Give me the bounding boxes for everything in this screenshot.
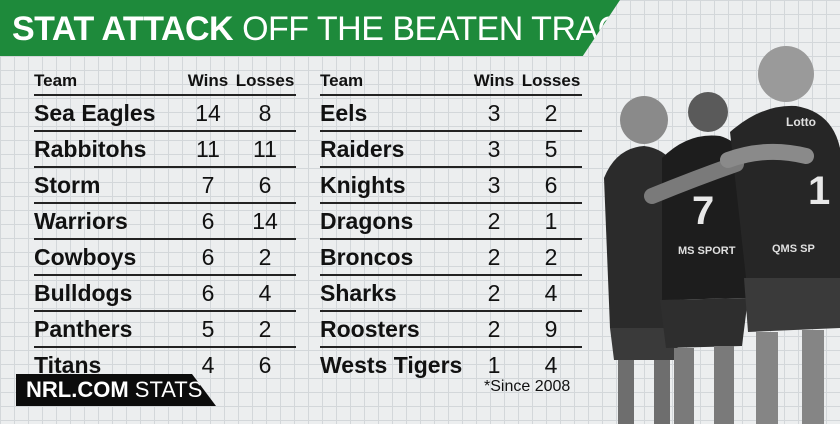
table-row: Dragons 2 1 xyxy=(320,202,582,238)
losses-value: 11 xyxy=(253,135,277,162)
losses-value: 6 xyxy=(258,351,272,378)
losses-value: 1 xyxy=(544,207,558,234)
brand-light: STATS xyxy=(134,377,203,402)
losses-value: 4 xyxy=(544,279,558,306)
brand-bold: NRL.COM xyxy=(26,377,129,402)
title-light: OFF THE BEATEN TRACK xyxy=(242,10,644,48)
table-row: Broncos 2 2 xyxy=(320,238,582,274)
wins-value: 4 xyxy=(201,351,215,378)
jersey-number-front: 7 xyxy=(692,189,714,233)
team-name: Warriors xyxy=(34,207,128,234)
table-row: Storm 7 6 xyxy=(34,166,296,202)
col-team-header: Team xyxy=(34,71,78,90)
losses-value: 2 xyxy=(258,243,272,270)
team-name: Dragons xyxy=(320,207,414,234)
title-banner: STAT ATTACK OFF THE BEATEN TRACK xyxy=(0,0,620,56)
table-row: Sea Eagles 14 8 xyxy=(34,94,296,130)
team-name: Roosters xyxy=(320,315,420,342)
table-row: Knights 3 6 xyxy=(320,166,582,202)
page-title: STAT ATTACK OFF THE BEATEN TRACK xyxy=(12,9,644,49)
team-name: Knights xyxy=(320,171,406,198)
col-wins-header: Wins xyxy=(473,71,515,90)
stats-table-left: Team Wins Losses Sea Eagles 14 8 Rabbito… xyxy=(34,68,296,382)
title-bold: STAT ATTACK xyxy=(12,10,234,48)
wins-value: 7 xyxy=(201,171,215,198)
wins-value: 3 xyxy=(487,99,501,126)
team-name: Sea Eagles xyxy=(34,99,156,126)
losses-value: 4 xyxy=(258,279,272,306)
losses-value: 4 xyxy=(544,351,558,378)
losses-value: 8 xyxy=(258,99,272,126)
team-name: Titans xyxy=(34,351,102,378)
team-name: Wests Tigers xyxy=(320,351,463,378)
col-team-header: Team xyxy=(320,71,364,90)
wins-value: 2 xyxy=(487,207,501,234)
team-name: Panthers xyxy=(34,315,133,342)
losses-value: 2 xyxy=(258,315,272,342)
table-row: Panthers 5 2 xyxy=(34,310,296,346)
wins-value: 3 xyxy=(487,135,501,162)
stats-table-right: Team Wins Losses Eels 3 2 Raiders 3 5 Kn… xyxy=(320,68,582,382)
col-losses-header: Losses xyxy=(235,71,295,90)
losses-value: 2 xyxy=(544,243,558,270)
table-row: Raiders 3 5 xyxy=(320,130,582,166)
losses-value: 6 xyxy=(258,171,272,198)
losses-value: 9 xyxy=(544,315,558,342)
table-row: Wests Tigers 1 4 xyxy=(320,346,582,382)
table-row: Eels 3 2 xyxy=(320,94,582,130)
sponsor-text-1: MS SPORT xyxy=(678,245,736,257)
col-wins-header: Wins xyxy=(187,71,229,90)
wins-value: 2 xyxy=(487,279,501,306)
table-row: Titans 4 6 xyxy=(34,346,296,382)
wins-value: 6 xyxy=(201,207,215,234)
wins-value: 5 xyxy=(201,315,215,342)
team-name: Sharks xyxy=(320,279,397,306)
team-name: Broncos xyxy=(320,243,414,270)
wins-value: 6 xyxy=(201,243,215,270)
col-losses-header: Losses xyxy=(521,71,581,90)
wins-value: 3 xyxy=(487,171,501,198)
table-row: Rabbitohs 11 11 xyxy=(34,130,296,166)
team-name: Bulldogs xyxy=(34,279,133,306)
wins-value: 2 xyxy=(487,315,501,342)
losses-value: 14 xyxy=(252,207,278,234)
team-name: Cowboys xyxy=(34,243,137,270)
sponsor-text-2: QMS SP xyxy=(772,243,815,255)
team-name: Rabbitohs xyxy=(34,135,147,162)
table-row: Roosters 2 9 xyxy=(320,310,582,346)
players-photo: 7 1 MS SPORT QMS SP Lotto xyxy=(604,46,840,424)
nrl-stats-logo: NRL.COM STATS xyxy=(16,374,216,406)
footnote: *Since 2008 xyxy=(484,378,571,395)
team-name: Eels xyxy=(320,99,368,126)
wins-value: 11 xyxy=(196,135,220,162)
table-row: Warriors 6 14 xyxy=(34,202,296,238)
table-row: Cowboys 6 2 xyxy=(34,238,296,274)
wins-value: 6 xyxy=(201,279,215,306)
table-row: Sharks 2 4 xyxy=(320,274,582,310)
team-name: Storm xyxy=(34,171,101,198)
table-header: Team Wins Losses xyxy=(34,68,296,94)
table-row: Bulldogs 6 4 xyxy=(34,274,296,310)
wins-value: 14 xyxy=(195,99,221,126)
table-header: Team Wins Losses xyxy=(320,68,582,94)
losses-value: 2 xyxy=(544,99,558,126)
wins-value: 2 xyxy=(487,243,501,270)
team-name: Raiders xyxy=(320,135,405,162)
wins-value: 1 xyxy=(487,351,501,378)
jersey-number-back: 1 xyxy=(808,169,830,213)
sponsor-text-3: Lotto xyxy=(786,115,816,129)
losses-value: 6 xyxy=(544,171,558,198)
losses-value: 5 xyxy=(544,135,558,162)
